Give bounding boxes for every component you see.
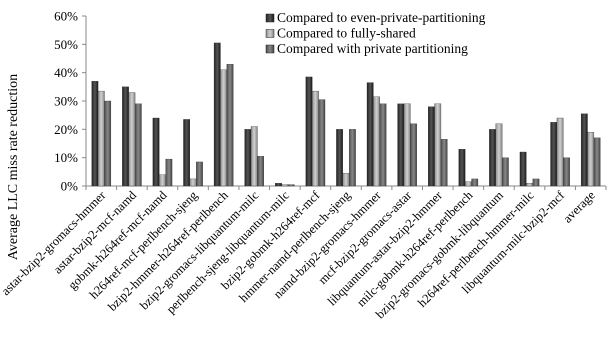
bar [305,76,313,187]
bar [226,64,234,187]
bar [563,157,570,187]
bar [464,181,472,187]
bar [489,129,496,187]
bar [397,103,405,187]
bar [128,92,136,187]
bar [410,123,417,187]
bar [471,178,479,187]
bar [122,86,129,187]
bar [526,183,533,187]
bar [366,82,374,187]
category-labels: astar-bzip2-gromacs-hmmerastar-bzip2-mcf… [0,188,598,322]
y-axis-title: Average LLC miss rate reduction [6,74,21,260]
bar [342,173,350,187]
legend: Compared to even-private-partitioningCom… [265,10,486,56]
bar [434,103,442,187]
y-tick-label: 0% [61,179,79,194]
bar [501,157,509,187]
legend-swatch [265,13,275,23]
bar [165,158,173,187]
y-tick-label: 10% [54,150,78,165]
bar [220,69,227,187]
y-tick-label: 30% [54,94,78,109]
axes: 0% 10% 20% 30% 40% 50% 60% [54,9,607,194]
bar [244,129,252,187]
bar [287,184,295,187]
bar [593,137,601,187]
bar [336,129,343,187]
bar [550,122,558,187]
bar [519,151,527,187]
bar [91,81,99,187]
bar [428,106,435,187]
bar [440,139,448,187]
bar [349,129,356,187]
y-tick-label: 40% [54,65,78,80]
bar [312,90,319,187]
bar [152,117,160,187]
category-label: average [560,188,598,226]
bar [196,161,203,187]
bar [134,103,142,187]
legend-label: Compared with private partitioning [277,41,468,56]
bar [318,99,326,187]
bar [275,183,282,187]
y-tick-label: 60% [54,9,78,24]
bar [379,103,387,187]
bar [373,96,380,187]
legend-swatch [265,29,275,38]
bars [91,42,601,187]
bar [403,103,411,187]
bar [97,90,105,187]
bar [281,184,289,187]
y-tick-label: 50% [54,37,78,52]
bar [104,100,112,187]
legend-label: Compared to even-private-partitioning [277,10,486,25]
y-tick-label: 20% [54,122,78,137]
bar [213,42,221,187]
bar [532,178,540,187]
legend-label: Compared to fully-shared [277,26,416,41]
bar [587,132,595,187]
bar [159,174,166,187]
bar [580,113,588,187]
bar [495,123,503,187]
bar [458,149,466,187]
bar [250,126,258,187]
bar [257,156,264,187]
bar [556,117,564,187]
bar [189,178,197,187]
bar [183,119,191,187]
legend-swatch [265,44,275,54]
